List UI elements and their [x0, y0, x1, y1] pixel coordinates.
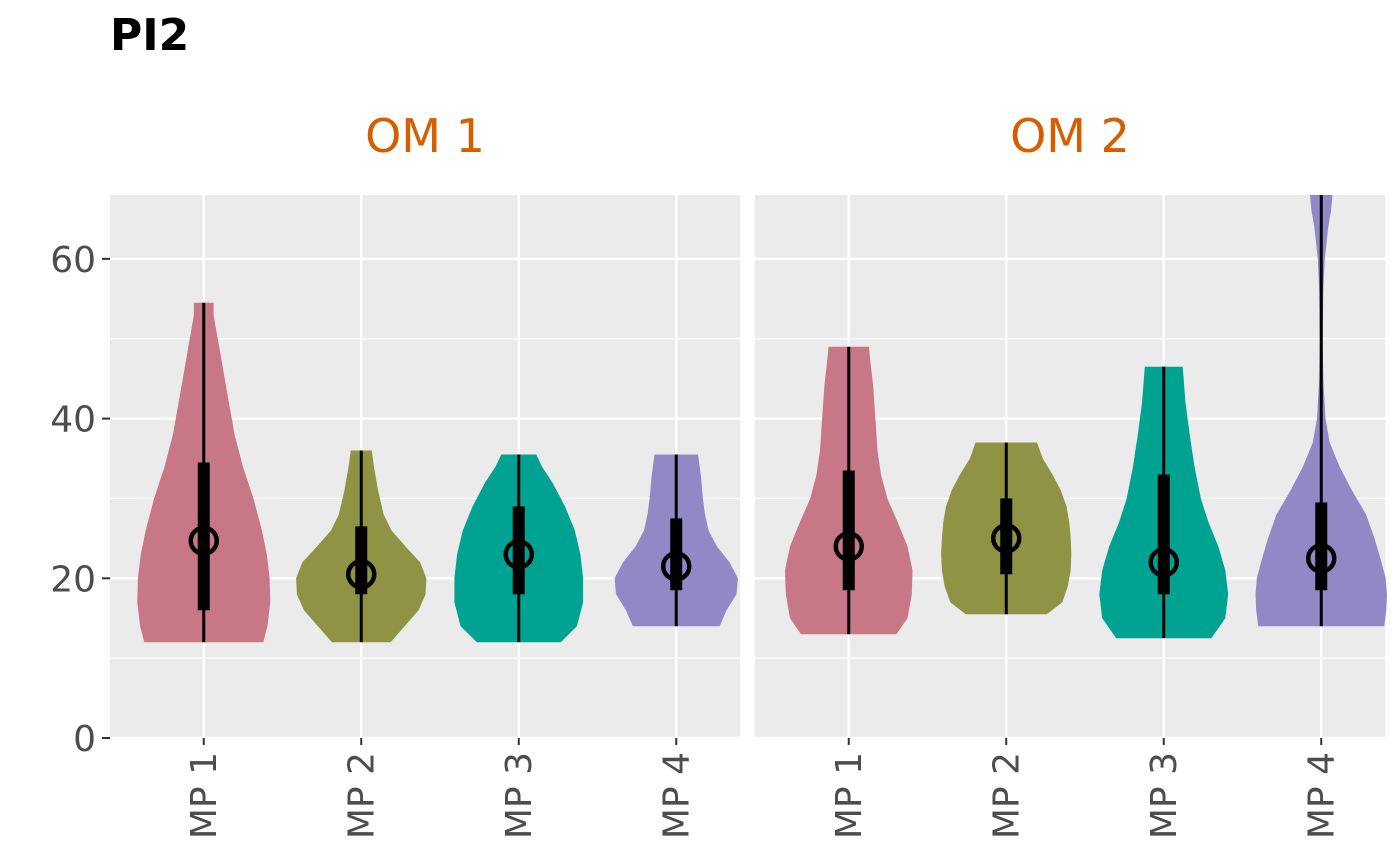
violin-1-1 — [137, 302, 271, 643]
median-marker — [1306, 543, 1337, 574]
x-tick-label: MP 4 — [1301, 752, 1342, 839]
x-tick-label: MP 2 — [341, 752, 382, 839]
facet-panels: OM 1 MP 1 MP 2 MP 3 MP 4 OM 2 MP 1 MP 2 MP 3 MP 4 — [110, 109, 1387, 839]
violin-2-3 — [1099, 366, 1229, 639]
violin-2-4 — [1255, 195, 1387, 627]
iqr-bar — [1000, 498, 1013, 575]
median-marker — [991, 523, 1022, 554]
y-tick-label: 0 — [73, 719, 96, 760]
median-marker — [661, 551, 692, 582]
median-marker — [1148, 547, 1179, 578]
panel-2: OM 2 MP 1 MP 2 MP 3 MP 4 — [755, 109, 1387, 839]
median-marker — [503, 539, 534, 570]
x-tick-label: MP 1 — [829, 752, 870, 839]
x-tick-label: MP 3 — [1144, 752, 1185, 839]
median-marker — [188, 525, 219, 557]
chart-title: PI2 — [110, 10, 189, 61]
x-tick-label: MP 4 — [656, 752, 697, 839]
y-tick-label: 60 — [50, 240, 96, 281]
x-tick-label: MP 1 — [184, 752, 225, 839]
x-tick-label: MP 3 — [499, 752, 540, 839]
y-tick-label: 40 — [50, 400, 96, 441]
violin-2-2 — [941, 442, 1072, 615]
iqr-bar — [1157, 474, 1170, 595]
x-tick-label: MP 2 — [986, 752, 1027, 839]
iqr-bar — [197, 462, 210, 611]
violin-1-4 — [614, 454, 738, 627]
y-axis: 0 20 40 60 — [50, 240, 110, 760]
y-tick-label: 20 — [50, 559, 96, 600]
violin-1-3 — [454, 454, 584, 643]
violin-2-1 — [785, 346, 913, 635]
strip-label: OM 2 — [1010, 109, 1130, 163]
iqr-bar — [512, 506, 525, 595]
median-marker — [833, 531, 864, 562]
median-marker — [346, 559, 377, 590]
panel-1: OM 1 MP 1 MP 2 MP 3 MP 4 — [110, 109, 740, 839]
violin-1-2 — [296, 450, 427, 643]
iqr-bar — [842, 470, 855, 591]
strip-label: OM 1 — [365, 109, 485, 163]
